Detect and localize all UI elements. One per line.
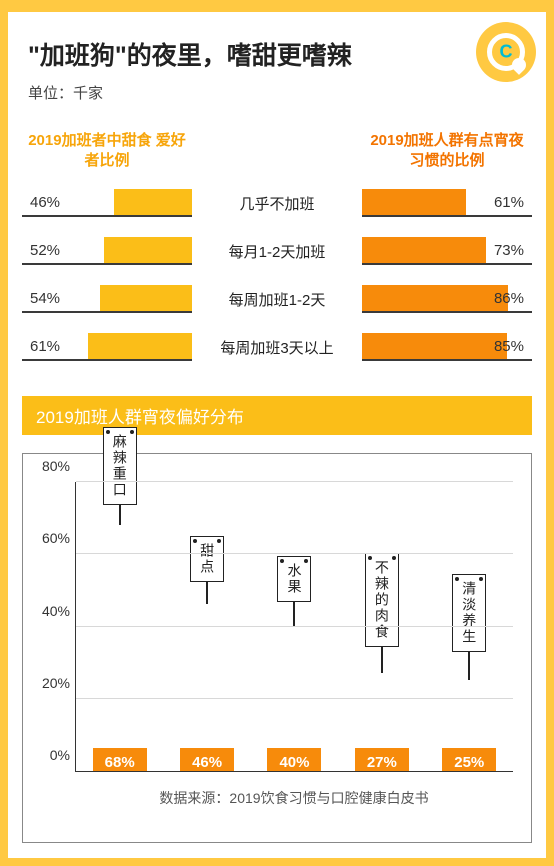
bar-column: 27%不辣的肉食 bbox=[352, 748, 412, 771]
right-value-label: 85% bbox=[494, 338, 524, 355]
left-bar bbox=[88, 333, 192, 359]
y-tick-label: 40% bbox=[34, 603, 70, 619]
y-tick-label: 0% bbox=[34, 747, 70, 763]
pair-rows-container: 46% 几乎不加班 61% 52% 每月1-2天加班 73% 54% 每周加班1-2天 86% 6… bbox=[22, 188, 532, 362]
left-bar bbox=[104, 237, 192, 263]
bar-value-label: 40% bbox=[279, 754, 309, 771]
bar-category-flag: 水果 bbox=[277, 556, 311, 602]
left-bar-cell: 61% bbox=[22, 333, 192, 361]
bar-category-flag: 清淡养生 bbox=[452, 574, 486, 652]
left-bar bbox=[100, 285, 192, 311]
right-bar-cell: 73% bbox=[362, 237, 532, 265]
gridline bbox=[76, 626, 513, 627]
paired-bar-chart: 2019加班者中甜食 爱好者比例 2019加班人群有点宵夜 习惯的比例 46% 几… bbox=[0, 113, 554, 388]
pair-row: 46% 几乎不加班 61% bbox=[22, 188, 532, 218]
logo-badge: C bbox=[476, 22, 536, 82]
bar-value-label: 68% bbox=[105, 754, 135, 771]
gridline bbox=[76, 698, 513, 699]
right-bar-cell: 85% bbox=[362, 333, 532, 361]
left-bar-cell: 54% bbox=[22, 285, 192, 313]
right-value-label: 73% bbox=[494, 242, 524, 259]
left-bar-cell: 52% bbox=[22, 237, 192, 265]
right-bar bbox=[362, 333, 507, 359]
pair-row: 54% 每周加班1-2天 86% bbox=[22, 284, 532, 314]
preference-bar-chart: 68%麻辣重口46%甜点40%水果27%不辣的肉食25%清淡养生 0%20%40… bbox=[22, 453, 532, 843]
flag-pole bbox=[206, 582, 208, 604]
right-bar-cell: 61% bbox=[362, 189, 532, 217]
section-title-band: 2019加班人群宵夜偏好分布 bbox=[22, 396, 532, 435]
bar-category-flag: 不辣的肉食 bbox=[365, 553, 399, 647]
flag-pole bbox=[468, 652, 470, 680]
bar-column: 40%水果 bbox=[264, 748, 324, 771]
bars-row: 68%麻辣重口46%甜点40%水果27%不辣的肉食25%清淡养生 bbox=[76, 482, 513, 771]
bar: 40% bbox=[267, 748, 321, 771]
y-tick-label: 60% bbox=[34, 530, 70, 546]
left-bar bbox=[114, 189, 192, 215]
left-value-label: 54% bbox=[30, 290, 60, 307]
y-tick-label: 20% bbox=[34, 675, 70, 691]
right-value-label: 61% bbox=[494, 194, 524, 211]
page-title: "加班狗"的夜里，嗜甜更嗜辣 bbox=[28, 36, 526, 72]
bar: 46% bbox=[180, 748, 234, 771]
bar-value-label: 25% bbox=[454, 754, 484, 771]
bar-column: 68%麻辣重口 bbox=[90, 748, 150, 771]
flag-pole bbox=[381, 647, 383, 673]
bar: 68% bbox=[93, 748, 147, 771]
right-bar bbox=[362, 237, 486, 263]
left-value-label: 61% bbox=[30, 338, 60, 355]
y-tick-label: 80% bbox=[34, 458, 70, 474]
bar: 27% bbox=[355, 748, 409, 771]
pair-row: 61% 每周加班3天以上 85% bbox=[22, 332, 532, 362]
left-value-label: 52% bbox=[30, 242, 60, 259]
left-series-title: 2019加班者中甜食 爱好者比例 bbox=[22, 131, 192, 170]
pair-headers: 2019加班者中甜食 爱好者比例 2019加班人群有点宵夜 习惯的比例 bbox=[22, 131, 532, 170]
flag-pole bbox=[119, 505, 121, 525]
bar-value-label: 46% bbox=[192, 754, 222, 771]
bar-category-flag: 麻辣重口 bbox=[103, 427, 137, 505]
pair-row: 52% 每月1-2天加班 73% bbox=[22, 236, 532, 266]
category-label: 几乎不加班 bbox=[192, 193, 362, 214]
unit-label: 单位：千家 bbox=[28, 82, 526, 103]
bar: 25% bbox=[442, 748, 496, 771]
category-label: 每周加班3天以上 bbox=[192, 337, 362, 358]
bar-column: 25%清淡养生 bbox=[439, 748, 499, 771]
gridline bbox=[76, 481, 513, 482]
category-label: 每周加班1-2天 bbox=[192, 289, 362, 310]
header: "加班狗"的夜里，嗜甜更嗜辣 单位：千家 bbox=[0, 0, 554, 113]
flag-pole bbox=[293, 602, 295, 626]
left-value-label: 46% bbox=[30, 194, 60, 211]
plot-area: 68%麻辣重口46%甜点40%水果27%不辣的肉食25%清淡养生 0%20%40… bbox=[75, 482, 513, 772]
logo-ring-icon: C bbox=[487, 33, 525, 71]
data-source: 数据来源：2019饮食习惯与口腔健康白皮书 bbox=[75, 788, 513, 808]
left-bar-cell: 46% bbox=[22, 189, 192, 217]
right-bar bbox=[362, 189, 466, 215]
right-bar bbox=[362, 285, 508, 311]
right-value-label: 86% bbox=[494, 290, 524, 307]
gridline bbox=[76, 553, 513, 554]
bar-value-label: 27% bbox=[367, 754, 397, 771]
logo-letter: C bbox=[500, 42, 513, 63]
bar-category-flag: 甜点 bbox=[190, 536, 224, 582]
top-accent-bar bbox=[0, 0, 554, 12]
right-bar-cell: 86% bbox=[362, 285, 532, 313]
category-label: 每月1-2天加班 bbox=[192, 241, 362, 262]
right-series-title: 2019加班人群有点宵夜 习惯的比例 bbox=[362, 131, 532, 170]
bar-column: 46%甜点 bbox=[177, 748, 237, 771]
